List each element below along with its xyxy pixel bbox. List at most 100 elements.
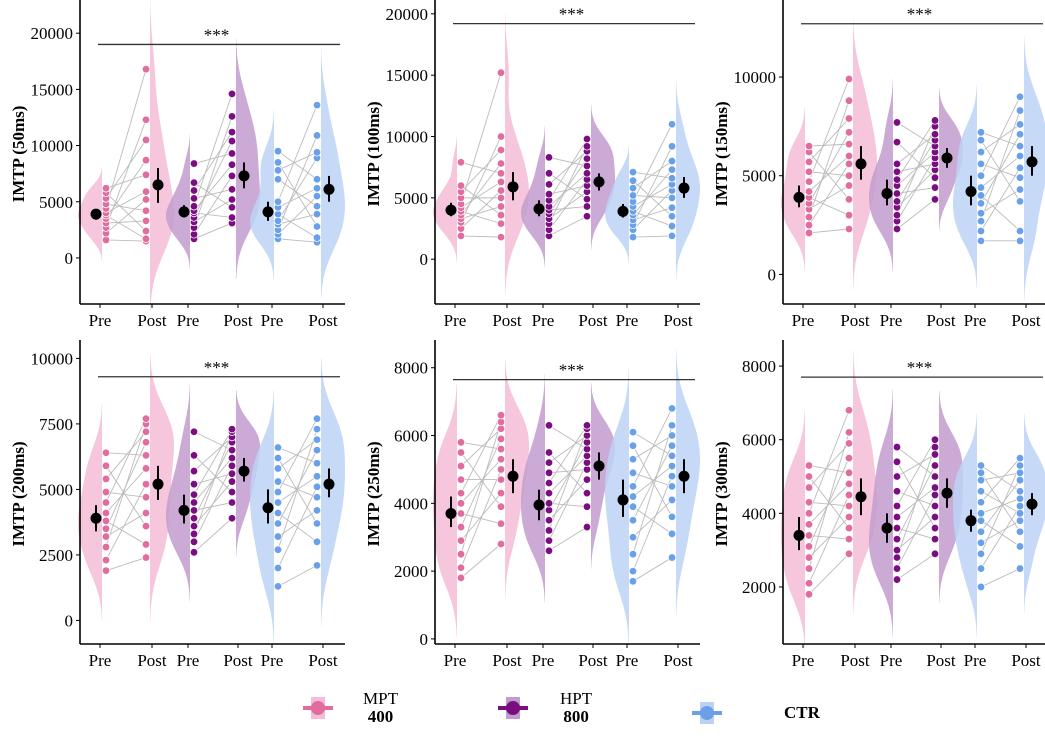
paired-line xyxy=(632,180,673,217)
y-tick-label: 15000 xyxy=(31,80,74,99)
point-HPT800-post xyxy=(582,142,592,151)
point-MPT400-pre xyxy=(804,472,814,481)
paired-line xyxy=(548,179,588,231)
point-HPT800-pre xyxy=(892,512,902,522)
paired-line xyxy=(808,432,850,569)
paired-line xyxy=(460,513,502,525)
point-CTR-post xyxy=(312,537,322,547)
point-MPT400-pre xyxy=(101,508,111,518)
point-MPT400-post xyxy=(844,171,854,180)
point-HPT800-pre xyxy=(189,506,199,515)
paired-line xyxy=(980,155,1021,188)
paired-line xyxy=(632,235,673,238)
point-MPT400-post xyxy=(496,539,506,549)
paired-line xyxy=(548,526,588,552)
paired-line xyxy=(105,520,147,545)
x-tick-label: Post xyxy=(223,651,253,670)
point-MPT400-post xyxy=(141,508,151,518)
violin-HPT800-pre xyxy=(166,382,190,602)
point-MPT400-post xyxy=(141,427,151,436)
point-MPT400-post xyxy=(496,68,506,77)
paired-line xyxy=(277,457,318,524)
paired-line xyxy=(277,565,318,587)
point-HPT800-pre xyxy=(189,159,199,168)
point-MPT400-post xyxy=(141,234,151,244)
point-HPT800-post xyxy=(930,501,940,511)
paired-line xyxy=(460,149,502,193)
point-HPT800-pre xyxy=(189,479,199,489)
point-CTR-post xyxy=(312,493,322,502)
paired-line xyxy=(632,445,673,518)
point-HPT800-post xyxy=(227,477,237,486)
paired-line xyxy=(980,520,1021,547)
paired-line xyxy=(277,178,318,207)
point-MPT400-post xyxy=(496,145,506,155)
paired-line xyxy=(808,501,850,507)
paired-line xyxy=(548,452,588,494)
paired-line xyxy=(808,228,850,234)
point-MPT400-post xyxy=(141,479,151,489)
paired-line xyxy=(460,72,502,205)
x-tick-label: Post xyxy=(578,311,608,330)
y-axis-label: IMTP (200ms) xyxy=(9,441,28,546)
x-tick-label: Post xyxy=(223,311,253,330)
mean-point-MPT400-pre xyxy=(445,204,457,216)
point-MPT400-post xyxy=(844,468,854,478)
paired-line xyxy=(460,421,502,555)
point-HPT800-pre xyxy=(892,167,902,176)
significance-label: *** xyxy=(907,5,933,24)
point-CTR-post xyxy=(1015,236,1025,246)
point-CTR-pre xyxy=(976,159,986,169)
point-HPT800-post xyxy=(582,475,592,484)
paired-line xyxy=(896,169,936,208)
point-CTR-post xyxy=(312,175,322,184)
paired-line xyxy=(277,447,318,464)
point-MPT400-pre xyxy=(456,509,466,518)
point-CTR-post xyxy=(1015,468,1025,478)
point-MPT400-post xyxy=(844,128,854,137)
paired-line xyxy=(896,141,936,179)
point-MPT400-post xyxy=(496,193,506,203)
mean-point-CTR-post xyxy=(678,182,690,194)
point-CTR-post xyxy=(1015,564,1025,573)
paired-line xyxy=(632,171,673,179)
point-CTR-post xyxy=(667,156,677,166)
point-MPT400-post xyxy=(844,453,854,463)
point-HPT800-pre xyxy=(544,499,554,508)
point-HPT800-post xyxy=(582,202,592,211)
point-HPT800-post xyxy=(930,523,940,533)
point-HPT800-post xyxy=(227,461,237,471)
mean-point-HPT800-pre xyxy=(178,504,190,516)
y-tick-label: 4000 xyxy=(394,494,428,513)
point-MPT400-post xyxy=(496,519,506,528)
point-CTR-pre xyxy=(628,167,638,177)
paired-line xyxy=(460,181,502,209)
paired-line xyxy=(896,120,936,180)
paired-line xyxy=(277,510,318,537)
paired-line xyxy=(632,557,673,582)
point-HPT800-pre xyxy=(892,197,902,206)
point-HPT800-pre xyxy=(189,194,199,203)
paired-line xyxy=(548,172,588,200)
paired-line xyxy=(980,189,1021,214)
point-HPT800-pre xyxy=(189,186,199,195)
point-MPT400-pre xyxy=(804,141,814,151)
violin-MPT400-post xyxy=(150,355,174,621)
violin-CTR-post xyxy=(676,80,700,280)
paired-line xyxy=(460,163,502,216)
point-CTR-post xyxy=(312,202,322,211)
x-tick-label: Pre xyxy=(177,651,200,670)
point-MPT400-pre xyxy=(804,228,814,238)
paired-line xyxy=(808,553,850,595)
paired-line xyxy=(548,185,588,195)
point-CTR-pre xyxy=(273,443,283,452)
paired-line xyxy=(896,446,936,477)
point-HPT800-post xyxy=(930,435,940,444)
paired-line xyxy=(548,206,588,211)
violin-MPT400-post xyxy=(150,0,174,311)
mean-point-MPT400-pre xyxy=(445,507,457,519)
point-CTR-pre xyxy=(273,166,283,175)
paired-line xyxy=(277,187,318,208)
point-HPT800-pre xyxy=(189,202,199,211)
y-tick-label: 6000 xyxy=(394,427,428,446)
